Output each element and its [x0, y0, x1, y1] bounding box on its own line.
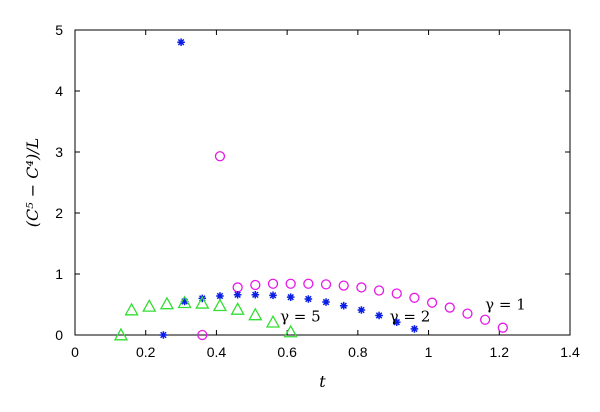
- data-point-circle: [409, 292, 420, 303]
- data-point-triangle: [195, 295, 210, 309]
- data-point-star: [251, 290, 260, 299]
- data-point-triangle: [177, 295, 192, 309]
- data-point-circle: [320, 279, 332, 290]
- data-point-circle: [303, 278, 314, 289]
- axes-layer: [74, 29, 571, 336]
- data-point-circle: [373, 285, 385, 296]
- y-tick-label: 4: [55, 83, 63, 99]
- data-point-star: [159, 331, 168, 339]
- series-annotation: γ = 5: [280, 308, 321, 326]
- data-point-triangle: [212, 298, 228, 312]
- y-tick-label: 5: [55, 22, 63, 38]
- data-point-circle: [497, 322, 508, 333]
- data-point-circle: [479, 314, 491, 325]
- y-tick-label: 1: [55, 266, 63, 282]
- data-point-circle: [267, 278, 279, 289]
- x-tick-label: 1: [425, 344, 433, 360]
- y-tick-label: 0: [55, 327, 63, 343]
- data-point-circle: [232, 282, 243, 293]
- x-tick-label: 1.4: [560, 344, 580, 360]
- data-point-triangle: [159, 296, 175, 310]
- y-tick-label: 2: [55, 205, 63, 221]
- data-point-circle: [338, 280, 349, 291]
- x-tick-label: 0.8: [348, 344, 368, 360]
- data-point-star: [180, 297, 189, 306]
- data-point-star: [392, 318, 401, 326]
- data-point-circle: [285, 278, 296, 289]
- data-point-circle: [214, 151, 226, 162]
- data-point-star: [177, 38, 185, 46]
- data-point-triangle: [248, 307, 263, 321]
- data-point-triangle: [113, 327, 129, 341]
- data-point-circle: [462, 308, 473, 319]
- x-tick-label: 0.6: [277, 344, 297, 360]
- data-point-star: [410, 325, 419, 333]
- x-tick-label: 0: [71, 344, 79, 360]
- series-annotation: γ = 1: [485, 295, 526, 313]
- data-point-star: [216, 292, 224, 300]
- data-point-star: [233, 290, 242, 299]
- data-point-star: [322, 298, 330, 306]
- x-axis-label: t: [319, 372, 326, 391]
- data-point-star: [339, 301, 348, 310]
- y-tick-label: 3: [55, 144, 63, 160]
- y-axis-label: (C⁵ − C⁴)/L: [23, 138, 42, 227]
- data-point-circle: [250, 279, 261, 291]
- data-point-triangle: [142, 298, 157, 312]
- data-point-star: [286, 293, 295, 301]
- data-point-triangle: [230, 302, 245, 315]
- x-tick-label: 0.2: [136, 344, 156, 360]
- data-point-circle: [197, 329, 208, 341]
- marks-layer: [113, 38, 508, 341]
- data-point-circle: [391, 288, 402, 299]
- data-point-star: [269, 291, 277, 300]
- data-point-circle: [356, 282, 367, 293]
- x-tick-label: 0.4: [207, 344, 227, 360]
- data-point-triangle: [265, 314, 281, 328]
- data-point-star: [375, 311, 383, 320]
- data-point-star: [304, 295, 313, 303]
- x-tick-label: 1.2: [490, 344, 510, 360]
- data-point-triangle: [124, 302, 139, 316]
- plot-frame: [74, 29, 571, 336]
- series-annotation: γ = 2: [390, 308, 431, 326]
- labels-layer: 0 0.2 0.4 0.6 0.8 1 1.2 1.4 0 1 2 3 4 5 t (C⁵ − C⁴)/L γ …: [23, 22, 580, 391]
- data-point-star: [357, 306, 366, 314]
- data-point-circle: [444, 302, 455, 313]
- data-point-circle: [426, 297, 438, 308]
- data-point-triangle: [283, 324, 298, 338]
